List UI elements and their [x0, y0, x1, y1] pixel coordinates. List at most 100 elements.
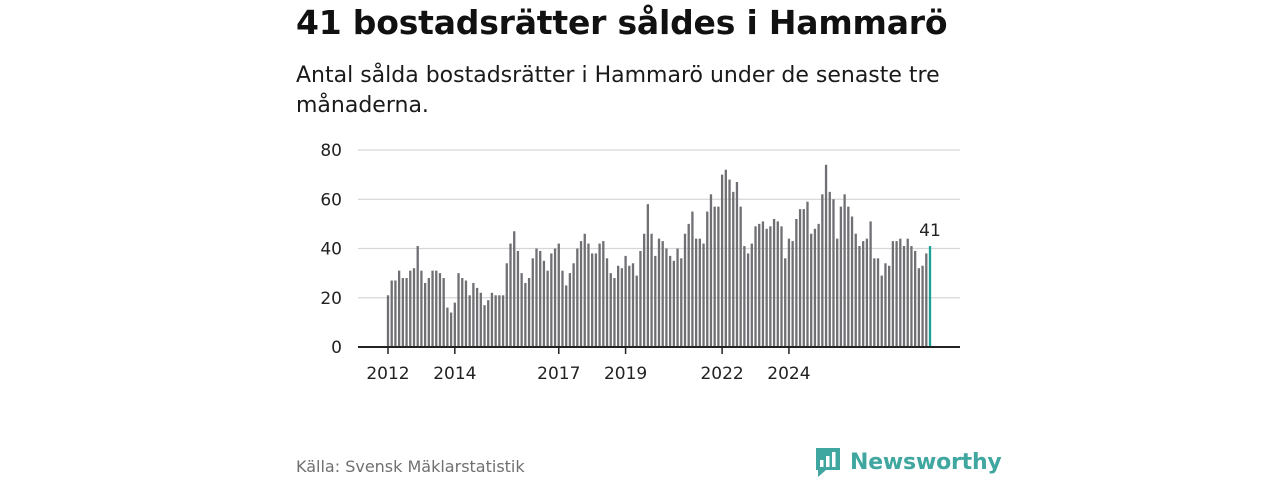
bar — [847, 206, 850, 347]
brand-name: Newsworthy — [850, 449, 1002, 475]
bar — [527, 278, 531, 347]
bar — [646, 204, 650, 347]
bar — [620, 268, 624, 347]
bar — [862, 241, 865, 347]
bar — [550, 253, 553, 347]
bar — [650, 233, 653, 347]
bar — [579, 241, 583, 347]
bar — [795, 218, 798, 347]
bar — [865, 238, 869, 347]
bar — [553, 248, 557, 347]
newsworthy-logo-icon — [816, 448, 840, 477]
source-note: Källa: Svensk Mäklarstatistik — [296, 457, 525, 476]
bar — [390, 280, 393, 347]
bar — [654, 255, 657, 347]
y-tick-label: 20 — [320, 289, 342, 309]
bar — [902, 246, 906, 347]
bar — [728, 179, 731, 347]
y-tick-label: 0 — [331, 338, 342, 358]
y-tick-label: 40 — [320, 240, 342, 260]
bar — [824, 164, 828, 347]
chart-subtitle: Antal sålda bostadsrätter i Hammarö unde… — [296, 63, 940, 118]
bar — [732, 191, 735, 347]
bar — [457, 273, 460, 348]
bar — [921, 265, 924, 347]
bar — [643, 233, 646, 347]
bar — [420, 270, 423, 347]
bar — [438, 273, 442, 348]
bar — [501, 295, 505, 347]
bar — [397, 270, 401, 347]
bar — [873, 258, 876, 347]
bar — [850, 216, 854, 347]
bar — [531, 258, 534, 347]
bar — [483, 305, 486, 347]
bar — [535, 248, 538, 347]
bar — [888, 265, 891, 347]
bar — [546, 270, 549, 347]
bar — [431, 270, 434, 347]
bar — [665, 248, 668, 347]
bar — [472, 282, 475, 347]
bar — [498, 295, 501, 347]
bar — [676, 248, 679, 347]
bar — [509, 243, 512, 347]
bars — [386, 164, 932, 348]
bar — [713, 206, 716, 347]
bar — [798, 209, 802, 347]
bar — [917, 268, 921, 347]
bar — [446, 307, 449, 347]
bar — [880, 275, 883, 347]
bar — [784, 258, 787, 347]
bar — [776, 221, 779, 347]
bar — [694, 238, 698, 347]
bar — [401, 278, 404, 347]
bar — [672, 260, 675, 347]
bar — [609, 273, 612, 348]
bar — [683, 233, 687, 347]
bar — [899, 238, 902, 347]
bar — [442, 278, 445, 347]
bar — [706, 211, 709, 347]
bar — [780, 226, 783, 347]
brand-logo: Newsworthy — [814, 446, 1002, 478]
bar — [461, 278, 464, 347]
bar — [680, 258, 683, 347]
x-tick-label: 2024 — [767, 364, 810, 384]
bar — [598, 243, 601, 347]
bar — [412, 268, 416, 347]
chart-title: 41 bostadsrätter såldes i Hammarö — [296, 3, 948, 42]
x-axis: 2012 2014 2017 2019 2022 2024 — [358, 346, 960, 384]
bar — [910, 246, 913, 347]
bar — [836, 238, 839, 347]
bar — [843, 194, 846, 347]
bar — [828, 191, 831, 347]
bar — [813, 228, 817, 347]
annotations: 41 — [919, 221, 941, 241]
bar — [617, 265, 620, 347]
bar — [542, 260, 546, 347]
bar — [657, 238, 661, 347]
bar — [394, 280, 397, 347]
bar — [787, 238, 791, 347]
x-tick-label: 2012 — [366, 364, 409, 384]
bar — [576, 248, 579, 347]
bar — [416, 246, 419, 347]
x-tick-label: 2022 — [700, 364, 743, 384]
bar — [494, 295, 497, 347]
bar — [479, 292, 482, 347]
y-tick-label: 60 — [320, 190, 342, 210]
bar — [587, 243, 590, 347]
bar — [628, 265, 631, 347]
y-axis-labels: 0 20 40 60 80 — [320, 141, 342, 358]
bar — [490, 292, 494, 347]
bar — [869, 221, 872, 347]
bar — [520, 273, 523, 348]
bar — [386, 295, 390, 347]
bar — [791, 241, 794, 347]
bar — [698, 238, 701, 347]
bar — [720, 174, 724, 348]
bar — [906, 238, 909, 347]
bar — [810, 233, 813, 347]
bar — [765, 228, 768, 347]
